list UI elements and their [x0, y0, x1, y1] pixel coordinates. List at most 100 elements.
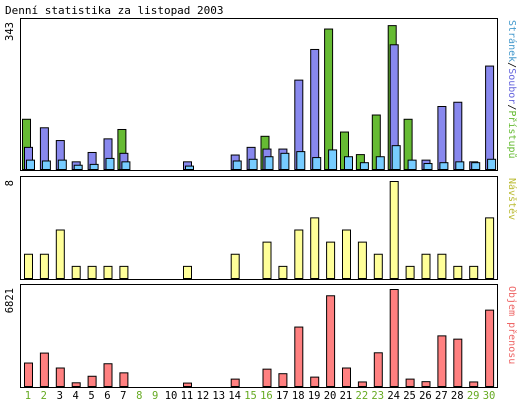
- bar-Stránek-day-7: [121, 161, 131, 171]
- bar-Objem přenosu-day-1: [24, 362, 33, 388]
- bar-Návštěv-day-14: [230, 253, 240, 279]
- bar-Stránek-day-30: [487, 158, 497, 170]
- bar-Návštěv-day-19: [310, 217, 320, 279]
- bar-Návštěv-day-2: [39, 253, 49, 279]
- bar-Stránek-day-6: [105, 157, 115, 170]
- bar-Návštěv-day-11: [183, 265, 192, 279]
- x-tick-label-day-22: 22: [356, 390, 369, 402]
- bar-Návštěv-day-24: [389, 181, 399, 279]
- x-tick-label-day-1: 1: [25, 390, 31, 402]
- legend-part-2: Soubor: [506, 68, 517, 104]
- bar-Návštěv-day-18: [294, 229, 304, 279]
- bar-Návštěv-day-7: [119, 265, 129, 279]
- bar-Soubor-day-30: [485, 65, 495, 170]
- bar-Stránek-day-18: [296, 151, 306, 171]
- bar-Stránek-day-3: [57, 159, 67, 171]
- x-tick-label-day-20: 20: [324, 390, 337, 402]
- x-tick-label-day-19: 19: [308, 390, 321, 402]
- bar-Stránek-day-4: [73, 164, 83, 170]
- x-tick-label-day-8: 8: [136, 390, 142, 402]
- bar-Soubor-day-19: [310, 48, 320, 171]
- bar-Návštěv-day-28: [453, 265, 463, 279]
- legend-part-3: /: [506, 104, 517, 110]
- bar-Objem přenosu-day-18: [294, 326, 304, 387]
- bar-Návštěv-day-21: [342, 229, 351, 279]
- bar-Objem přenosu-day-11: [183, 382, 192, 387]
- bar-Návštěv-day-4: [71, 265, 81, 279]
- bar-Objem přenosu-day-14: [230, 378, 240, 388]
- bar-Návštěv-day-29: [469, 265, 479, 279]
- bar-Soubor-day-27: [437, 106, 447, 170]
- bar-Objem přenosu-day-2: [39, 352, 49, 387]
- panel-visits: 8 Návštěv: [4, 176, 517, 280]
- bar-Návštěv-day-1: [24, 253, 33, 279]
- panel-frame: [20, 284, 498, 388]
- y-max-label: 343: [4, 22, 16, 41]
- bar-Stránek-day-26: [423, 163, 433, 171]
- bar-Návštěv-day-20: [326, 241, 336, 279]
- bar-Objem přenosu-day-6: [103, 363, 113, 387]
- x-tick-label-day-4: 4: [72, 390, 78, 402]
- x-tick-label-day-26: 26: [419, 390, 432, 402]
- bar-Návštěv-day-23: [373, 253, 383, 279]
- bar-Soubor-day-28: [453, 101, 463, 170]
- x-tick-label-day-16: 16: [260, 390, 273, 402]
- x-tick-label-day-18: 18: [292, 390, 305, 402]
- x-tick-label-day-25: 25: [403, 390, 416, 402]
- bar-Objem přenosu-day-26: [421, 381, 431, 387]
- legend-kbytes: Objem přenosu: [506, 286, 517, 364]
- chart-title: Denní statistika za listopad 2003: [5, 4, 224, 17]
- bar-Objem přenosu-day-4: [71, 382, 81, 387]
- bar-Stránek-day-27: [439, 162, 449, 170]
- bar-Stránek-day-17: [280, 152, 290, 170]
- legend-part-0: Návštěv: [506, 178, 517, 220]
- bar-Objem přenosu-day-28: [453, 338, 463, 387]
- panel-frame: [20, 18, 498, 171]
- legend-visits: Návštěv: [506, 178, 517, 220]
- bar-Objem přenosu-day-20: [326, 295, 336, 387]
- bar-Objem přenosu-day-5: [87, 375, 97, 387]
- bar-Objem přenosu-day-19: [310, 376, 320, 388]
- x-tick-label-day-13: 13: [212, 390, 225, 402]
- bar-Stránek-day-19: [312, 157, 322, 171]
- x-tick-label-day-24: 24: [387, 390, 400, 402]
- x-tick-label-day-28: 28: [451, 390, 464, 402]
- y-max-label: 6821: [4, 288, 16, 313]
- bar-Objem přenosu-day-22: [357, 381, 367, 387]
- bar-Stránek-day-21: [344, 156, 353, 170]
- bar-Stránek-day-23: [375, 156, 385, 170]
- x-tick-label-day-17: 17: [276, 390, 289, 402]
- bar-Objem přenosu-day-24: [389, 289, 399, 387]
- bar-Objem přenosu-day-7: [119, 372, 129, 388]
- bar-Stránek-day-11: [185, 165, 194, 171]
- x-tick-label-day-27: 27: [435, 390, 448, 402]
- bar-Stránek-day-24: [391, 145, 401, 171]
- bar-Stránek-day-15: [248, 158, 258, 170]
- bar-Stránek-day-1: [26, 159, 35, 171]
- bar-Stránek-day-5: [89, 163, 99, 171]
- panel-kbytes: 6821 Objem přenosu: [4, 284, 517, 388]
- x-tick-label-day-12: 12: [197, 390, 210, 402]
- x-tick-label-day-2: 2: [41, 390, 47, 402]
- bar-Objem přenosu-day-21: [342, 367, 351, 387]
- x-tick-label-day-10: 10: [165, 390, 178, 402]
- bar-Návštěv-day-16: [262, 241, 272, 279]
- bar-Objem přenosu-day-23: [373, 352, 383, 387]
- bar-Návštěv-day-25: [405, 265, 415, 279]
- x-tick-label-day-30: 30: [483, 390, 496, 402]
- x-tick-label-day-5: 5: [88, 390, 94, 402]
- bar-Návštěv-day-27: [437, 253, 447, 279]
- bar-Návštěv-day-30: [485, 217, 495, 279]
- x-tick-label-day-9: 9: [152, 390, 158, 402]
- x-tick-label-day-15: 15: [244, 390, 257, 402]
- bar-Objem přenosu-day-27: [437, 335, 447, 387]
- bar-Objem přenosu-day-30: [485, 309, 495, 388]
- bar-Stránek-day-2: [41, 160, 51, 170]
- bar-Návštěv-day-3: [55, 229, 65, 279]
- legend-part-1: /: [506, 62, 517, 68]
- x-tick-label-day-3: 3: [57, 390, 63, 402]
- bar-Přístupů-day-20: [324, 28, 334, 171]
- x-tick-label-day-23: 23: [371, 390, 384, 402]
